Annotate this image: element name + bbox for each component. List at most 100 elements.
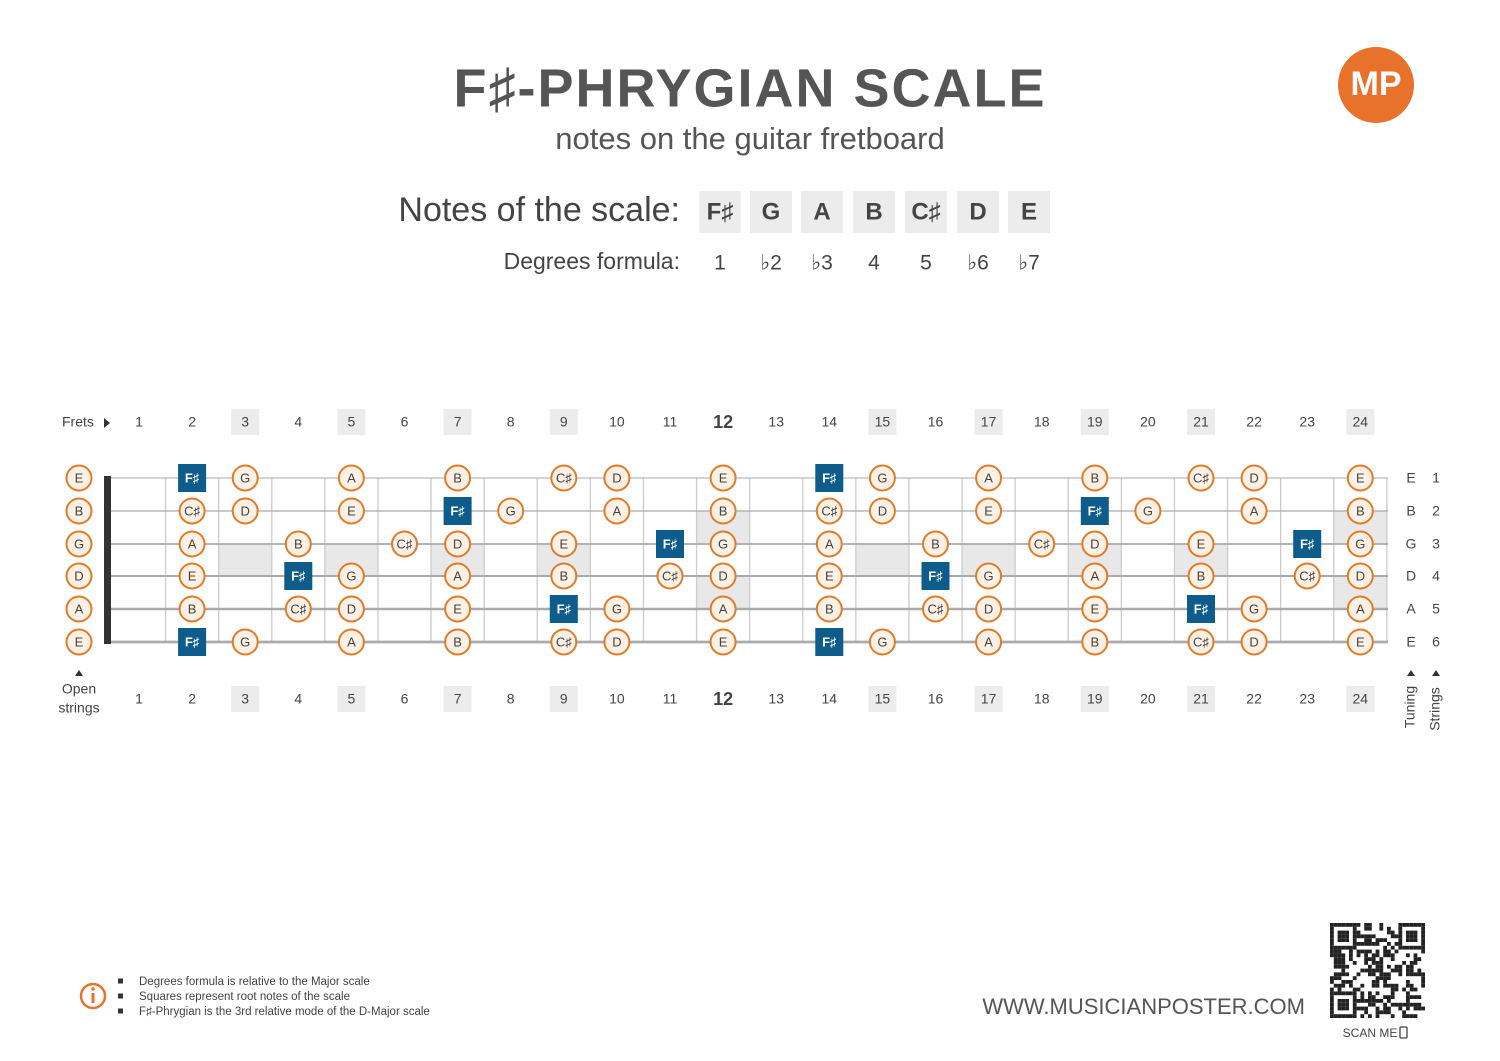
qr-module <box>1379 968 1384 973</box>
title: F♯-PHRYGIAN SCALE <box>453 58 1046 118</box>
note-circle <box>815 497 843 525</box>
qr-module <box>1383 1006 1387 1011</box>
note-circle <box>65 530 93 558</box>
qr-module <box>1398 942 1403 946</box>
note-label: G <box>74 536 84 551</box>
note-circle <box>65 628 93 656</box>
qr-code <box>1330 923 1425 1018</box>
note-circle <box>444 464 472 492</box>
qr-module <box>1345 991 1349 996</box>
note-label: E <box>1197 536 1206 551</box>
qr-module <box>1409 983 1414 988</box>
root-square <box>178 628 207 656</box>
qr-module <box>1364 1006 1368 1011</box>
qr-module <box>1371 942 1376 946</box>
qr-module <box>1341 1002 1346 1007</box>
fret-number: 18 <box>1034 691 1050 707</box>
note-label: G <box>1249 601 1259 616</box>
qr-module <box>1352 1014 1357 1018</box>
qr-module <box>1352 923 1357 927</box>
root-square <box>284 562 313 590</box>
scan-label: SCAN ME <box>1343 1026 1398 1040</box>
note-label: A <box>825 536 834 551</box>
qr-module <box>1406 1002 1410 1007</box>
root-square <box>1080 497 1109 525</box>
note-circle <box>178 562 206 590</box>
fret-number-box <box>1080 409 1109 435</box>
qr-module <box>1417 1002 1422 1007</box>
qr-module <box>1398 945 1403 950</box>
note-box <box>750 191 792 233</box>
fret-number: 23 <box>1299 691 1315 707</box>
qr-module <box>1406 972 1410 977</box>
degree: 1 <box>714 252 726 275</box>
tuning: B <box>1406 503 1415 519</box>
fret-number: 20 <box>1140 414 1156 430</box>
root-square <box>815 464 844 492</box>
note-circle <box>231 497 259 525</box>
note-circle <box>603 464 631 492</box>
root-square <box>921 562 950 590</box>
note-label: C♯ <box>556 634 572 649</box>
qr-module <box>1368 1002 1372 1007</box>
qr-module <box>1390 995 1395 999</box>
qr-module <box>1368 949 1372 954</box>
qr-module <box>1352 1006 1357 1011</box>
note-box <box>1008 191 1050 233</box>
qr-module <box>1409 923 1414 927</box>
qr-module <box>1337 976 1342 980</box>
note-label: E <box>75 634 84 649</box>
qr-module <box>1360 949 1365 954</box>
qr-module <box>1409 964 1414 969</box>
qr-module <box>1360 991 1365 996</box>
note-label: E <box>1356 470 1365 485</box>
qr-module <box>1417 957 1422 961</box>
note-label: C♯ <box>1299 568 1315 583</box>
qr-module <box>1409 961 1414 965</box>
note-label: D <box>241 503 250 518</box>
note-circle <box>1346 464 1374 492</box>
qr-module <box>1345 980 1349 984</box>
note-circle <box>1240 628 1268 656</box>
qr-module <box>1409 1014 1414 1018</box>
qr-module <box>1375 953 1380 958</box>
qr-module <box>1406 999 1410 1003</box>
nut <box>104 476 111 644</box>
note-box <box>801 191 843 233</box>
note-circle <box>550 628 578 656</box>
qr-module <box>1375 1010 1380 1015</box>
qr-module <box>1330 1002 1334 1007</box>
qr-module <box>1406 1014 1410 1018</box>
note-label: E <box>719 470 728 485</box>
qr-module <box>1371 1002 1376 1007</box>
note-circle <box>1081 464 1109 492</box>
qr-module <box>1394 934 1399 939</box>
fret-number: 23 <box>1299 414 1315 430</box>
qr-module <box>1394 968 1399 973</box>
qr-module <box>1394 964 1399 969</box>
qr-module <box>1330 1006 1334 1011</box>
qr-module <box>1360 983 1365 988</box>
qr-module <box>1375 991 1380 996</box>
fret-number: 22 <box>1246 691 1262 707</box>
qr-module <box>1352 945 1357 950</box>
root-label: F♯ <box>185 470 199 485</box>
qr-module <box>1356 972 1361 977</box>
fret-number: 18 <box>1034 414 1050 430</box>
qr-module <box>1383 980 1387 984</box>
qr-module <box>1371 968 1376 973</box>
note-label: G <box>240 470 250 485</box>
fret-number: 1 <box>135 691 143 707</box>
qr-module <box>1406 938 1410 942</box>
qr-module <box>1406 1006 1410 1011</box>
qr-module <box>1330 938 1334 942</box>
qr-module <box>1333 964 1338 969</box>
qr-module <box>1333 991 1338 996</box>
fret-number: 24 <box>1353 414 1369 430</box>
note-circle <box>709 464 737 492</box>
qr-module <box>1345 972 1349 977</box>
note-label: C♯ <box>556 470 572 485</box>
fret-number: 3 <box>241 414 249 430</box>
qr-module <box>1349 957 1353 961</box>
fret-number: 17 <box>981 691 997 707</box>
